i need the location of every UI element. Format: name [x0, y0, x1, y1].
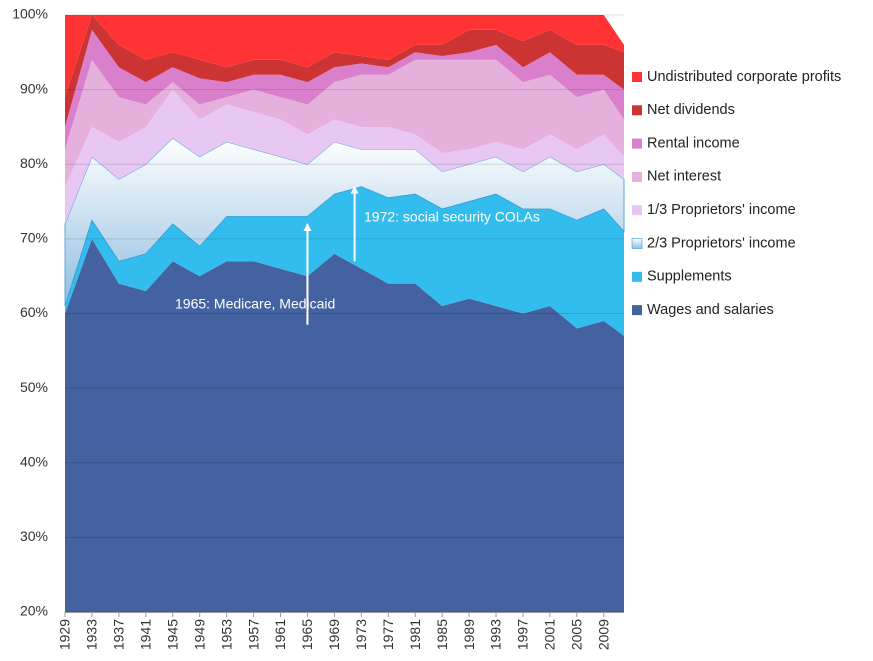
- x-tick-label: 1969: [326, 619, 342, 650]
- area: [65, 186, 624, 336]
- x-tick-label: 1977: [380, 619, 396, 650]
- x-tick-label: 1997: [515, 619, 531, 650]
- x-tick-label: 1937: [111, 619, 127, 650]
- x-tick-label: 1961: [272, 619, 288, 650]
- legend-swatch: [632, 271, 642, 282]
- legend-label: Undistributed corporate profits: [647, 69, 841, 85]
- legend-label: Supplements: [647, 269, 732, 285]
- legend-label: Net interest: [647, 169, 721, 185]
- x-tick-label: 1949: [191, 619, 207, 650]
- y-tick-label: 90%: [20, 80, 48, 96]
- area: [65, 89, 624, 224]
- area: [65, 238, 624, 612]
- x-tick-label: 2005: [569, 619, 585, 650]
- legend-swatch: [632, 171, 642, 182]
- y-tick-label: 50%: [20, 379, 48, 395]
- legend-swatch: [631, 238, 643, 249]
- x-tick-label: 1989: [461, 619, 477, 650]
- x-tick-label: 1973: [353, 619, 369, 650]
- legend-swatch: [632, 205, 642, 216]
- x-tick-label: 1945: [164, 619, 180, 650]
- legend-label: Wages and salaries: [647, 302, 774, 318]
- annotation: 1972: social security COLAs: [364, 209, 540, 225]
- area: [65, 59, 624, 187]
- legend-label: Rental income: [647, 135, 740, 151]
- legend-label: Net dividends: [647, 102, 735, 118]
- legend-label: 2/3 Proprietors' income: [647, 235, 796, 251]
- y-tick-label: 60%: [20, 304, 48, 320]
- legend-swatch: [632, 105, 642, 116]
- x-tick-label: 1929: [57, 619, 73, 650]
- legend-label: 1/3 Proprietors' income: [647, 202, 796, 218]
- x-tick-label: 1981: [407, 619, 423, 650]
- legend-swatch: [632, 138, 642, 149]
- y-tick-label: 40%: [20, 453, 48, 469]
- x-tick-label: 1953: [218, 619, 234, 650]
- y-tick-label: 80%: [20, 155, 48, 171]
- legend-swatch: [632, 72, 642, 82]
- x-tick-label: 1965: [299, 619, 315, 650]
- x-tick-label: 1941: [138, 619, 154, 650]
- x-tick-label: 1957: [245, 619, 261, 650]
- x-tick-label: 2001: [542, 619, 558, 650]
- x-tick-label: 1933: [84, 619, 100, 650]
- x-tick-label: 1985: [434, 619, 450, 650]
- arrow-head: [303, 222, 312, 231]
- y-tick-label: 70%: [20, 230, 48, 246]
- y-tick-label: 100%: [12, 6, 48, 22]
- annotation: 1965: Medicare, Medicaid: [175, 296, 335, 312]
- area: [65, 15, 624, 127]
- y-tick-label: 20%: [20, 603, 48, 619]
- area: [65, 15, 624, 98]
- arrow-head: [350, 185, 359, 194]
- y-tick-label: 30%: [20, 528, 48, 544]
- legend-swatch: [632, 305, 642, 316]
- x-tick-label: 2009: [595, 619, 611, 650]
- x-tick-label: 1993: [488, 619, 504, 650]
